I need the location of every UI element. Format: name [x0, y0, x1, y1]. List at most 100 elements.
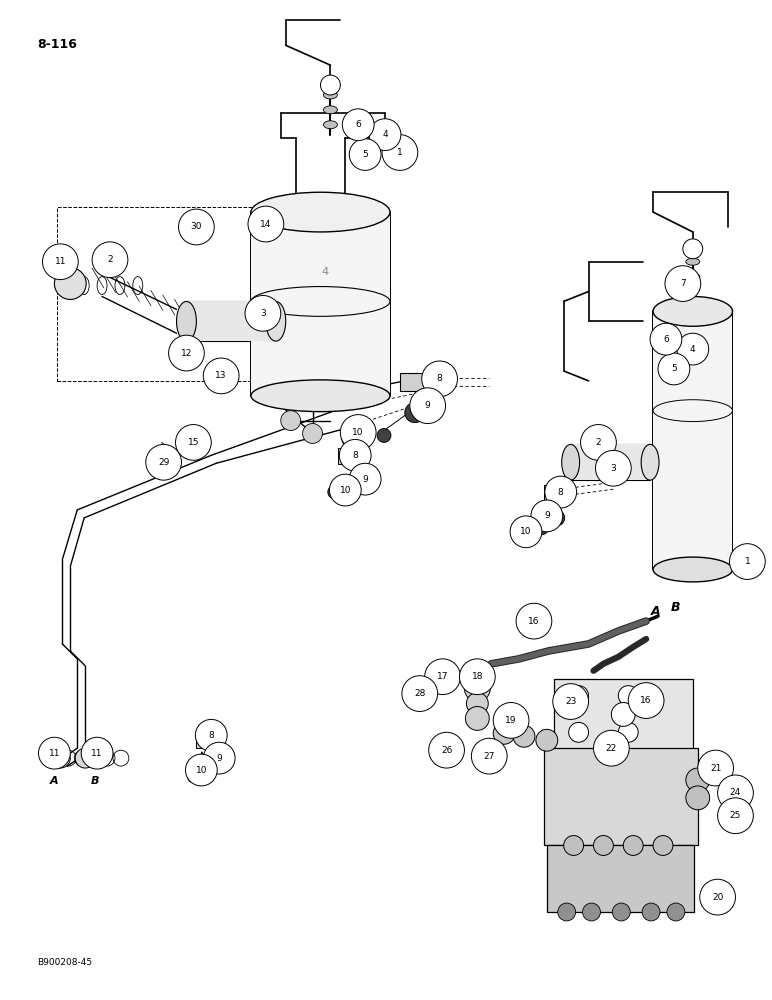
Ellipse shape	[323, 106, 337, 114]
Circle shape	[344, 474, 361, 490]
Text: 16: 16	[528, 617, 540, 626]
Circle shape	[245, 295, 281, 331]
Circle shape	[686, 768, 709, 792]
Circle shape	[569, 686, 588, 706]
Text: 3: 3	[260, 309, 266, 318]
Polygon shape	[653, 311, 733, 569]
Circle shape	[466, 707, 489, 730]
Circle shape	[349, 463, 381, 495]
FancyBboxPatch shape	[338, 448, 366, 464]
Text: 2: 2	[107, 255, 113, 264]
Circle shape	[168, 335, 205, 371]
Ellipse shape	[251, 192, 390, 232]
Text: 23: 23	[565, 697, 577, 706]
Polygon shape	[547, 845, 694, 912]
Circle shape	[75, 748, 95, 768]
Ellipse shape	[562, 444, 580, 480]
Circle shape	[730, 544, 765, 579]
Circle shape	[466, 693, 488, 714]
Text: 5: 5	[362, 150, 368, 159]
Text: 22: 22	[606, 744, 617, 753]
Ellipse shape	[686, 258, 699, 265]
Text: 5: 5	[671, 364, 677, 373]
Polygon shape	[543, 748, 698, 845]
Ellipse shape	[653, 557, 733, 582]
Text: B900208-45: B900208-45	[38, 958, 93, 967]
Ellipse shape	[653, 296, 733, 326]
Text: 8: 8	[352, 451, 358, 460]
Circle shape	[188, 769, 201, 783]
Circle shape	[581, 425, 616, 460]
Circle shape	[81, 737, 113, 769]
Circle shape	[92, 242, 128, 278]
Text: 6: 6	[355, 120, 361, 129]
Circle shape	[557, 903, 576, 921]
Ellipse shape	[266, 301, 286, 341]
Text: 14: 14	[260, 220, 272, 229]
Text: 12: 12	[181, 349, 192, 358]
Ellipse shape	[323, 121, 337, 129]
Circle shape	[54, 268, 86, 299]
Circle shape	[50, 748, 70, 768]
Circle shape	[677, 333, 709, 365]
Ellipse shape	[177, 301, 196, 341]
Text: 10: 10	[340, 486, 351, 495]
Circle shape	[472, 738, 507, 774]
Text: 26: 26	[441, 746, 452, 755]
Ellipse shape	[686, 285, 699, 292]
Circle shape	[340, 439, 371, 471]
Circle shape	[718, 775, 753, 811]
Text: 15: 15	[188, 438, 199, 447]
Circle shape	[513, 725, 535, 747]
FancyBboxPatch shape	[543, 485, 570, 500]
Circle shape	[369, 119, 401, 151]
Circle shape	[185, 754, 217, 786]
Text: 20: 20	[712, 893, 723, 902]
Text: 10: 10	[195, 766, 207, 775]
Text: 4: 4	[322, 267, 329, 277]
Circle shape	[618, 722, 638, 742]
Circle shape	[377, 429, 391, 442]
Text: 24: 24	[730, 788, 741, 797]
Circle shape	[175, 425, 212, 460]
Text: 9: 9	[362, 475, 368, 484]
Circle shape	[402, 676, 438, 711]
Circle shape	[628, 683, 664, 718]
Circle shape	[330, 474, 361, 506]
Circle shape	[320, 75, 340, 95]
Circle shape	[618, 686, 638, 706]
Circle shape	[405, 403, 425, 423]
Circle shape	[146, 444, 181, 480]
Circle shape	[328, 485, 342, 499]
Circle shape	[303, 424, 323, 443]
Circle shape	[595, 450, 631, 486]
Circle shape	[594, 730, 629, 766]
Circle shape	[594, 836, 613, 855]
Circle shape	[642, 903, 660, 921]
Circle shape	[510, 516, 542, 548]
Text: 10: 10	[520, 527, 532, 536]
Text: 11: 11	[55, 257, 66, 266]
Polygon shape	[554, 679, 692, 750]
Polygon shape	[187, 301, 276, 341]
Text: 29: 29	[158, 458, 169, 467]
Circle shape	[340, 415, 376, 450]
Circle shape	[583, 903, 601, 921]
Circle shape	[658, 353, 690, 385]
Circle shape	[349, 139, 381, 170]
Circle shape	[428, 732, 465, 768]
Text: 11: 11	[91, 749, 103, 758]
Text: B: B	[91, 776, 100, 786]
Circle shape	[203, 742, 235, 774]
Circle shape	[698, 750, 733, 786]
Circle shape	[611, 703, 635, 726]
Circle shape	[195, 719, 227, 751]
Circle shape	[535, 521, 549, 535]
Text: 28: 28	[414, 689, 425, 698]
Text: 10: 10	[353, 428, 364, 437]
Ellipse shape	[642, 444, 659, 480]
Circle shape	[39, 737, 70, 769]
Text: 3: 3	[611, 464, 616, 473]
Circle shape	[459, 659, 495, 695]
Circle shape	[549, 510, 564, 526]
